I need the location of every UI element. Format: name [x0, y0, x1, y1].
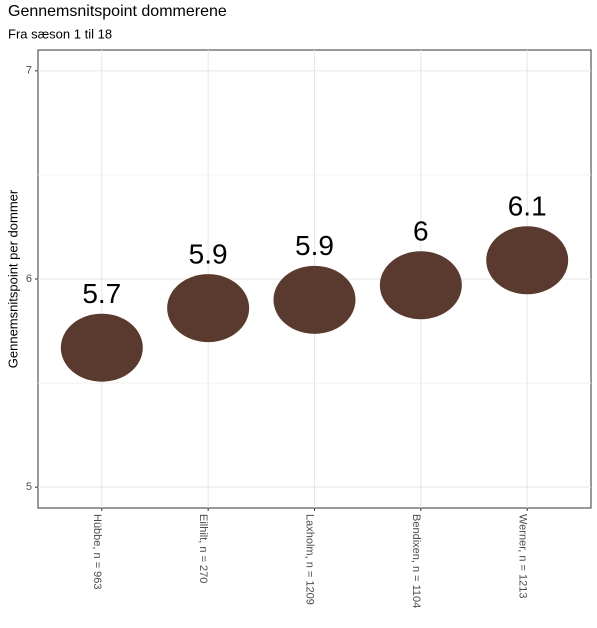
value-label: 5.9 — [189, 239, 228, 270]
judge-marker — [379, 251, 462, 320]
judge-marker — [60, 313, 143, 382]
y-axis-label: Gennemsnitspoint per dommer — [5, 189, 20, 368]
judge-marker — [273, 265, 356, 334]
y-tick-label: 7 — [26, 65, 32, 77]
x-tick-label: Laxholm, n = 1209 — [304, 514, 316, 605]
x-tick-label: Eilhilt, n = 270 — [197, 514, 209, 583]
value-label: 6 — [413, 216, 429, 247]
x-tick-label: Bendixen, n = 1104 — [410, 514, 422, 608]
value-label: 5.9 — [295, 230, 334, 261]
x-tick-label: Hübbe, n = 963 — [91, 514, 103, 590]
judge-marker — [486, 226, 569, 295]
x-tick-label: Werner, n = 1213 — [516, 514, 528, 599]
value-label: 5.7 — [82, 278, 121, 309]
chart-title: Gennemsnitspoint dommerene — [8, 3, 227, 20]
chart-subtitle: Fra sæson 1 til 18 — [8, 26, 112, 41]
y-tick-label: 6 — [26, 273, 32, 285]
judge-marker — [167, 274, 250, 343]
value-label: 6.1 — [508, 191, 547, 222]
y-tick-label: 5 — [26, 481, 32, 493]
